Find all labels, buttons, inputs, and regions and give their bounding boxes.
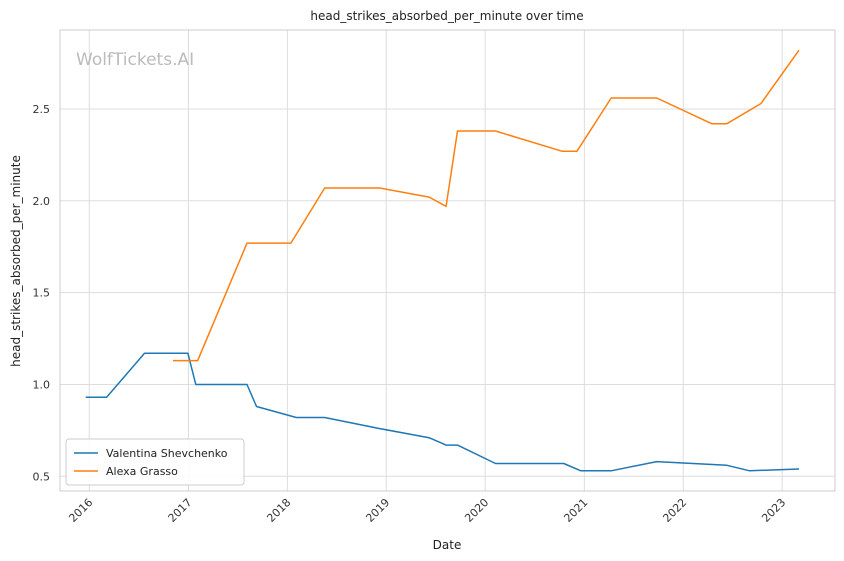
legend-box xyxy=(65,438,245,486)
y-axis-label: head_strikes_absorbed_per_minute xyxy=(9,155,23,367)
watermark-text: WolfTickets.AI xyxy=(76,50,194,70)
y-tick-label: 1.5 xyxy=(33,287,51,300)
legend-label-valentina-shevchenko: Valentina Shevchenko xyxy=(106,447,228,460)
series-line-valentina-shevchenko xyxy=(85,352,800,472)
x-axis-label: Date xyxy=(433,538,462,552)
series-line-alexa-grasso xyxy=(173,49,800,362)
chart-title: head_strikes_absorbed_per_minute over ti… xyxy=(310,9,583,23)
y-tick-label: 2.5 xyxy=(33,103,51,116)
y-tick-label: 2.0 xyxy=(33,195,51,208)
legend: Valentina Shevchenko Alexa Grasso xyxy=(65,438,245,486)
y-axis-ticks: 0.5 1.0 1.5 2.0 2.5 xyxy=(33,103,51,483)
y-tick-label: 1.0 xyxy=(33,378,51,391)
plot-area-frame xyxy=(59,29,836,492)
legend-label-alexa-grasso: Alexa Grasso xyxy=(106,465,178,478)
y-tick-label: 0.5 xyxy=(33,470,51,483)
series-lines xyxy=(85,49,800,472)
